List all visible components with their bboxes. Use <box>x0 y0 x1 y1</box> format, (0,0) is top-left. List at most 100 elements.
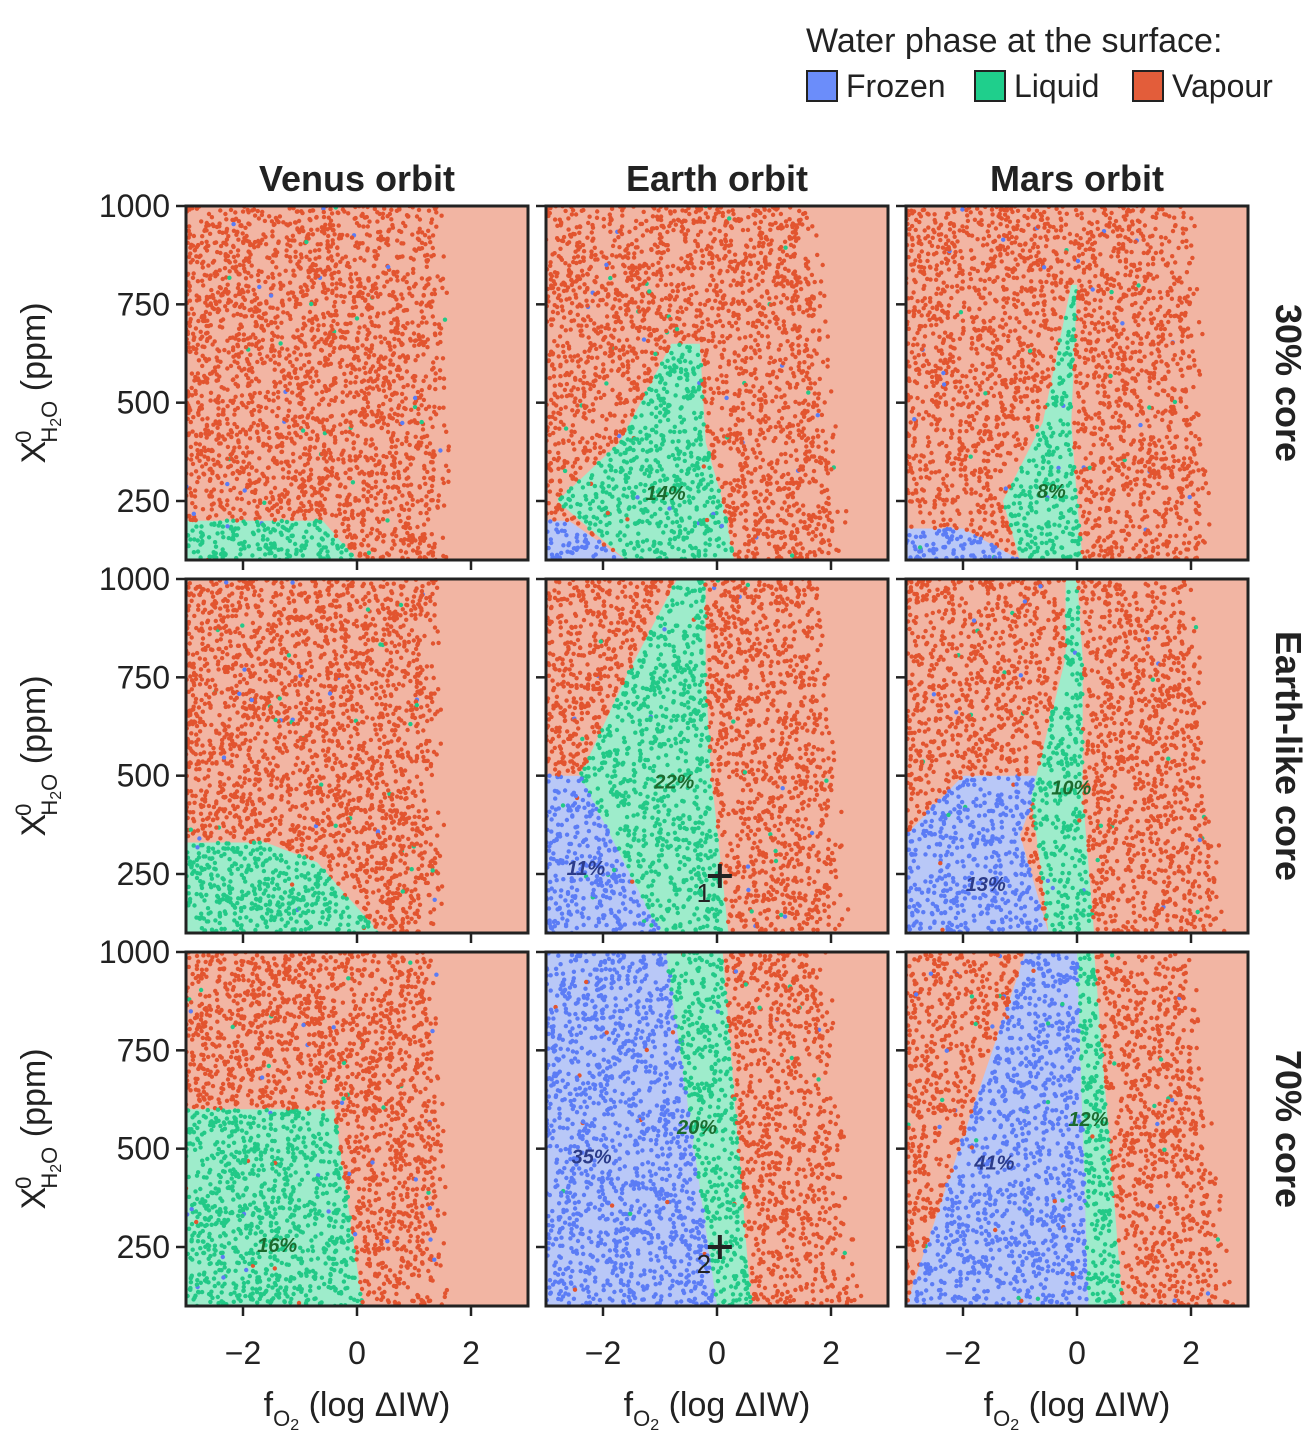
dot-vapour <box>722 509 728 514</box>
dot-vapour <box>699 248 704 253</box>
dot-vapour <box>310 320 315 326</box>
ytick-label: 250 <box>117 483 170 519</box>
dot-vapour <box>615 394 620 399</box>
dot-vapour <box>295 375 300 381</box>
dot-vapour <box>419 240 425 245</box>
dot-vapour <box>218 359 223 364</box>
dot-vapour <box>400 342 405 347</box>
dot-vapour <box>681 336 686 342</box>
dot-liquid <box>577 514 582 520</box>
dot-vapour <box>282 376 287 381</box>
dot-vapour <box>656 208 661 213</box>
dot-vapour <box>726 209 731 214</box>
dot-liquid <box>589 475 594 481</box>
dot-vapour <box>412 338 418 343</box>
dot-vapour <box>217 324 223 329</box>
dot-vapour <box>318 487 323 492</box>
dot-vapour <box>582 411 587 416</box>
dot-vapour <box>411 270 416 275</box>
dot-vapour <box>321 424 326 429</box>
dot-vapour <box>355 277 360 282</box>
dot-vapour <box>759 294 764 299</box>
dot-vapour <box>388 347 393 352</box>
dot-frozen <box>553 554 559 560</box>
dot-vapour <box>801 511 806 517</box>
dot-vapour <box>285 347 290 352</box>
dot-vapour <box>200 464 205 469</box>
dot-vapour <box>234 476 240 482</box>
dot-vapour <box>333 380 338 386</box>
dot-vapour <box>225 253 231 259</box>
dot-vapour <box>302 462 308 468</box>
legend-swatch-vapour <box>1132 70 1164 102</box>
dot-vapour <box>253 305 258 310</box>
dot-vapour <box>290 238 295 243</box>
dot-vapour <box>191 415 196 420</box>
dot-vapour <box>204 297 210 302</box>
dot-vapour <box>312 490 317 495</box>
dot-vapour <box>640 307 646 312</box>
dot-vapour <box>415 389 421 395</box>
dot-liquid <box>658 419 663 424</box>
dot-vapour <box>740 401 745 406</box>
dot-vapour <box>575 353 581 358</box>
dot-frozen <box>583 537 588 542</box>
dot-vapour <box>564 517 570 523</box>
dot-vapour <box>700 320 705 325</box>
dot-vapour <box>395 437 400 443</box>
dot-vapour <box>703 211 708 216</box>
dot-liquid <box>653 458 658 463</box>
dot-vapour <box>777 368 783 373</box>
legend-item-liquid: Liquid <box>974 68 1099 104</box>
dot-vapour <box>791 244 797 249</box>
dot-vapour <box>220 399 225 404</box>
dot-liquid <box>304 539 309 544</box>
dot-vapour <box>347 502 353 507</box>
dot-vapour <box>325 287 331 292</box>
dot-vapour <box>297 230 302 235</box>
dot-vapour <box>597 374 602 380</box>
dot-vapour <box>774 550 780 555</box>
dot-liquid <box>604 490 609 495</box>
dot-vapour <box>278 432 283 437</box>
dot-vapour <box>356 245 361 250</box>
dot-liquid <box>671 501 676 506</box>
dot-vapour <box>300 326 306 331</box>
dot-vapour <box>389 462 395 467</box>
dot-vapour <box>783 219 789 224</box>
dot-vapour <box>827 510 832 516</box>
dot-vapour <box>316 509 321 514</box>
dot-vapour <box>351 356 357 361</box>
dot-vapour <box>595 209 600 214</box>
dot-vapour <box>397 460 403 465</box>
dot-vapour <box>256 438 261 443</box>
dot-liquid <box>587 501 593 506</box>
dot-vapour <box>562 354 568 359</box>
dot-vapour <box>698 266 704 271</box>
dot-vapour <box>317 475 322 481</box>
dot-vapour <box>361 511 366 516</box>
dot-vapour <box>252 213 258 218</box>
dot-vapour <box>788 343 794 349</box>
dot-vapour <box>294 298 299 303</box>
dot-vapour <box>790 221 796 226</box>
panel-0-1: 14% <box>536 204 890 570</box>
dot-vapour <box>217 268 222 273</box>
dot-vapour <box>250 313 255 319</box>
dot-vapour <box>802 433 807 438</box>
dot-vapour <box>414 300 419 306</box>
dot-vapour <box>302 341 307 346</box>
dot-vapour <box>639 299 644 304</box>
dot-liquid <box>317 527 322 533</box>
dot-vapour <box>337 346 343 351</box>
dot-vapour <box>415 353 420 359</box>
dot-vapour <box>385 509 390 514</box>
dot-vapour <box>231 485 237 491</box>
dot-vapour <box>382 478 387 484</box>
dot-vapour <box>257 456 262 461</box>
dot-vapour <box>306 475 312 480</box>
dot-vapour <box>297 485 302 490</box>
dot-vapour <box>796 349 802 354</box>
dot-liquid <box>625 524 630 529</box>
dot-vapour <box>198 433 204 439</box>
